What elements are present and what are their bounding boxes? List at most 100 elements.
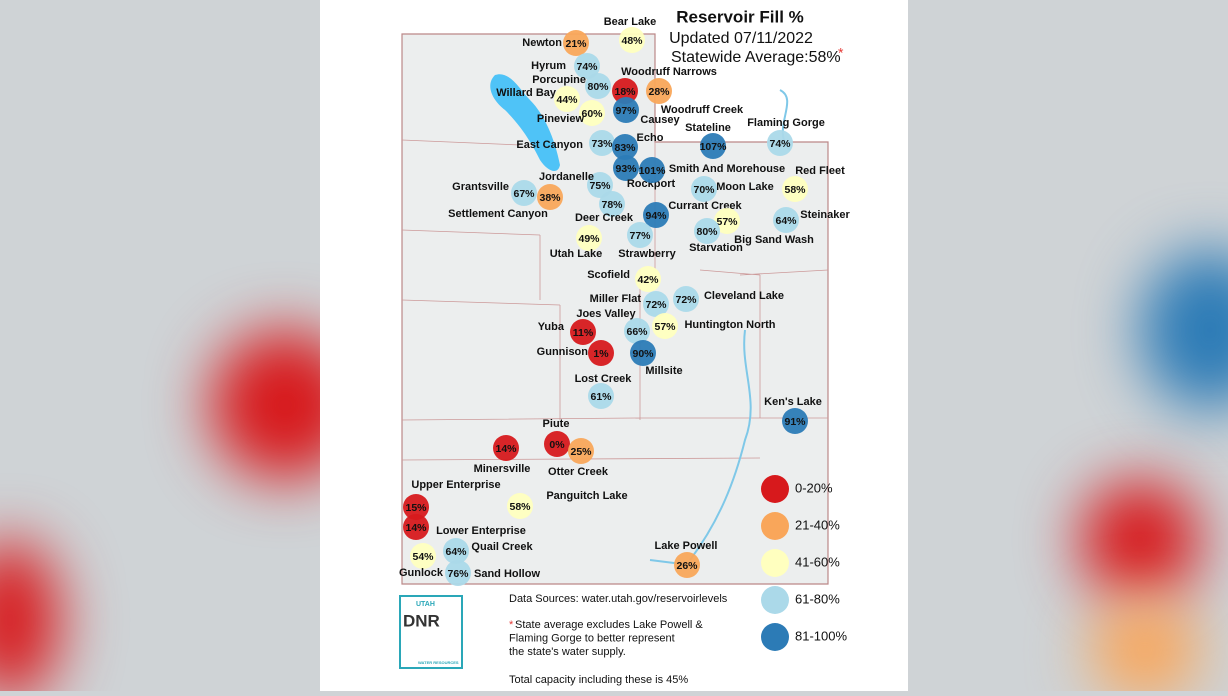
reservoir-name: Moon Lake: [716, 181, 773, 193]
reservoir-marker: [643, 202, 669, 228]
reservoir-value: 14%: [495, 443, 517, 455]
legend-label: 21-40%: [795, 517, 840, 532]
average: Statewide Average:58%: [671, 49, 841, 66]
reservoir-name: Cleveland Lake: [704, 290, 784, 302]
reservoir-value: 25%: [570, 446, 592, 458]
reservoir-value: 80%: [587, 81, 609, 93]
reservoir-marker: [568, 438, 594, 464]
legend-label: 41-60%: [795, 554, 840, 569]
reservoir-name: Piute: [543, 418, 570, 430]
note-star: *: [509, 619, 514, 631]
reservoir-value: 83%: [614, 142, 636, 154]
reservoir-value: 78%: [601, 199, 623, 211]
reservoir-name: Millsite: [645, 365, 682, 377]
reservoir-name: Gunlock: [399, 567, 444, 579]
legend-swatch: [761, 549, 789, 577]
reservoir-marker: [691, 176, 717, 202]
note-line: Flaming Gorge to better represent: [509, 632, 675, 644]
legend-label: 0-20%: [795, 480, 833, 495]
reservoir-name: Otter Creek: [548, 466, 609, 478]
logo: UTAH DNR WATER RESOURCES: [399, 595, 463, 669]
reservoir-marker: [493, 435, 519, 461]
reservoir-marker: [714, 208, 740, 234]
reservoir-marker: [443, 538, 469, 564]
reservoir-marker: [544, 431, 570, 457]
logo-main: DNR: [403, 611, 440, 630]
reservoir-value: 91%: [784, 416, 806, 428]
reservoir-value: 1%: [593, 348, 609, 360]
reservoir-marker: [587, 172, 613, 198]
reservoir-name: Woodruff Narrows: [621, 66, 717, 78]
reservoir-marker: [511, 180, 537, 206]
reservoir-value: 64%: [775, 215, 797, 227]
reservoir-marker: [599, 191, 625, 217]
data-sources: Data Sources: water.utah.gov/reservoirle…: [509, 593, 728, 605]
reservoir-name: Yuba: [538, 321, 565, 333]
reservoir-marker: [773, 207, 799, 233]
reservoir-value: 94%: [645, 210, 667, 222]
title: Reservoir Fill %: [676, 7, 804, 26]
reservoir-value: 57%: [654, 321, 676, 333]
reservoir-value: 77%: [629, 230, 651, 242]
reservoir-value: 73%: [591, 138, 613, 150]
reservoir-name: Causey: [640, 114, 680, 126]
updated: Updated 07/11/2022: [669, 30, 813, 47]
reservoir-value: 57%: [716, 216, 738, 228]
reservoir-value: 107%: [700, 141, 728, 153]
reservoir-value: 60%: [581, 108, 603, 120]
reservoir-value: 76%: [447, 568, 469, 580]
reservoir-name: Newton: [522, 37, 562, 49]
reservoir-marker: [630, 340, 656, 366]
reservoir-marker: [612, 134, 638, 160]
reservoir-marker: [652, 313, 678, 339]
reservoir-name: Lower Enterprise: [436, 525, 526, 537]
reservoir-name: Sand Hollow: [474, 568, 540, 580]
reservoir-marker: [619, 27, 645, 53]
reservoir-value: 18%: [614, 86, 636, 98]
reservoir-name: Utah Lake: [550, 248, 603, 260]
reservoir-value: 72%: [645, 299, 667, 311]
reservoir-name: Gunnison: [537, 346, 589, 358]
reservoir-value: 90%: [632, 348, 654, 360]
reservoir-name: Panguitch Lake: [546, 490, 627, 502]
reservoir-value: 15%: [405, 502, 427, 514]
reservoir-value: 70%: [693, 184, 715, 196]
reservoir-value: 74%: [576, 61, 598, 73]
reservoir-name: Bear Lake: [604, 16, 657, 28]
reservoir-name: Pineview: [537, 113, 585, 125]
reservoir-marker: [627, 222, 653, 248]
blur-blob: [1090, 600, 1200, 691]
reservoir-name: Lost Creek: [575, 373, 633, 385]
reservoir-value: 61%: [590, 391, 612, 403]
reservoir-marker: [554, 86, 580, 112]
reservoir-value: 97%: [615, 105, 637, 117]
reservoir-value: 26%: [676, 560, 698, 572]
reservoir-marker: [643, 291, 669, 317]
reservoir-value: 44%: [556, 94, 578, 106]
reservoir-marker: [694, 218, 720, 244]
reservoir-marker: [410, 543, 436, 569]
blur-blob: [1140, 250, 1228, 410]
reservoir-marker: [782, 176, 808, 202]
reservoir-value: 64%: [445, 546, 467, 558]
reservoir-name: Red Fleet: [795, 165, 845, 177]
reservoir-name: Scofield: [587, 269, 630, 281]
map: Reservoir Fill % Updated 07/11/2022 Stat…: [399, 7, 850, 686]
reservoir-marker: [403, 494, 429, 520]
reservoir-value: 80%: [696, 226, 718, 238]
reservoir-name: Grantsville: [452, 181, 509, 193]
reservoir-value: 38%: [539, 192, 561, 204]
map-panel: Reservoir Fill % Updated 07/11/2022 Stat…: [320, 0, 908, 691]
reservoir-marker: [588, 340, 614, 366]
reservoir-marker: [624, 318, 650, 344]
reservoir-marker: [639, 157, 665, 183]
reservoir-value: 54%: [412, 551, 434, 563]
reservoir-name: Miller Flat: [590, 293, 642, 305]
total-note: Total capacity including these is 45%: [509, 674, 688, 686]
legend-label: 61-80%: [795, 591, 840, 606]
reservoir-value: 58%: [509, 501, 531, 513]
reservoir-value: 49%: [578, 233, 600, 245]
reservoir-name: Hyrum: [531, 60, 566, 72]
reservoir-name: Flaming Gorge: [747, 117, 825, 129]
